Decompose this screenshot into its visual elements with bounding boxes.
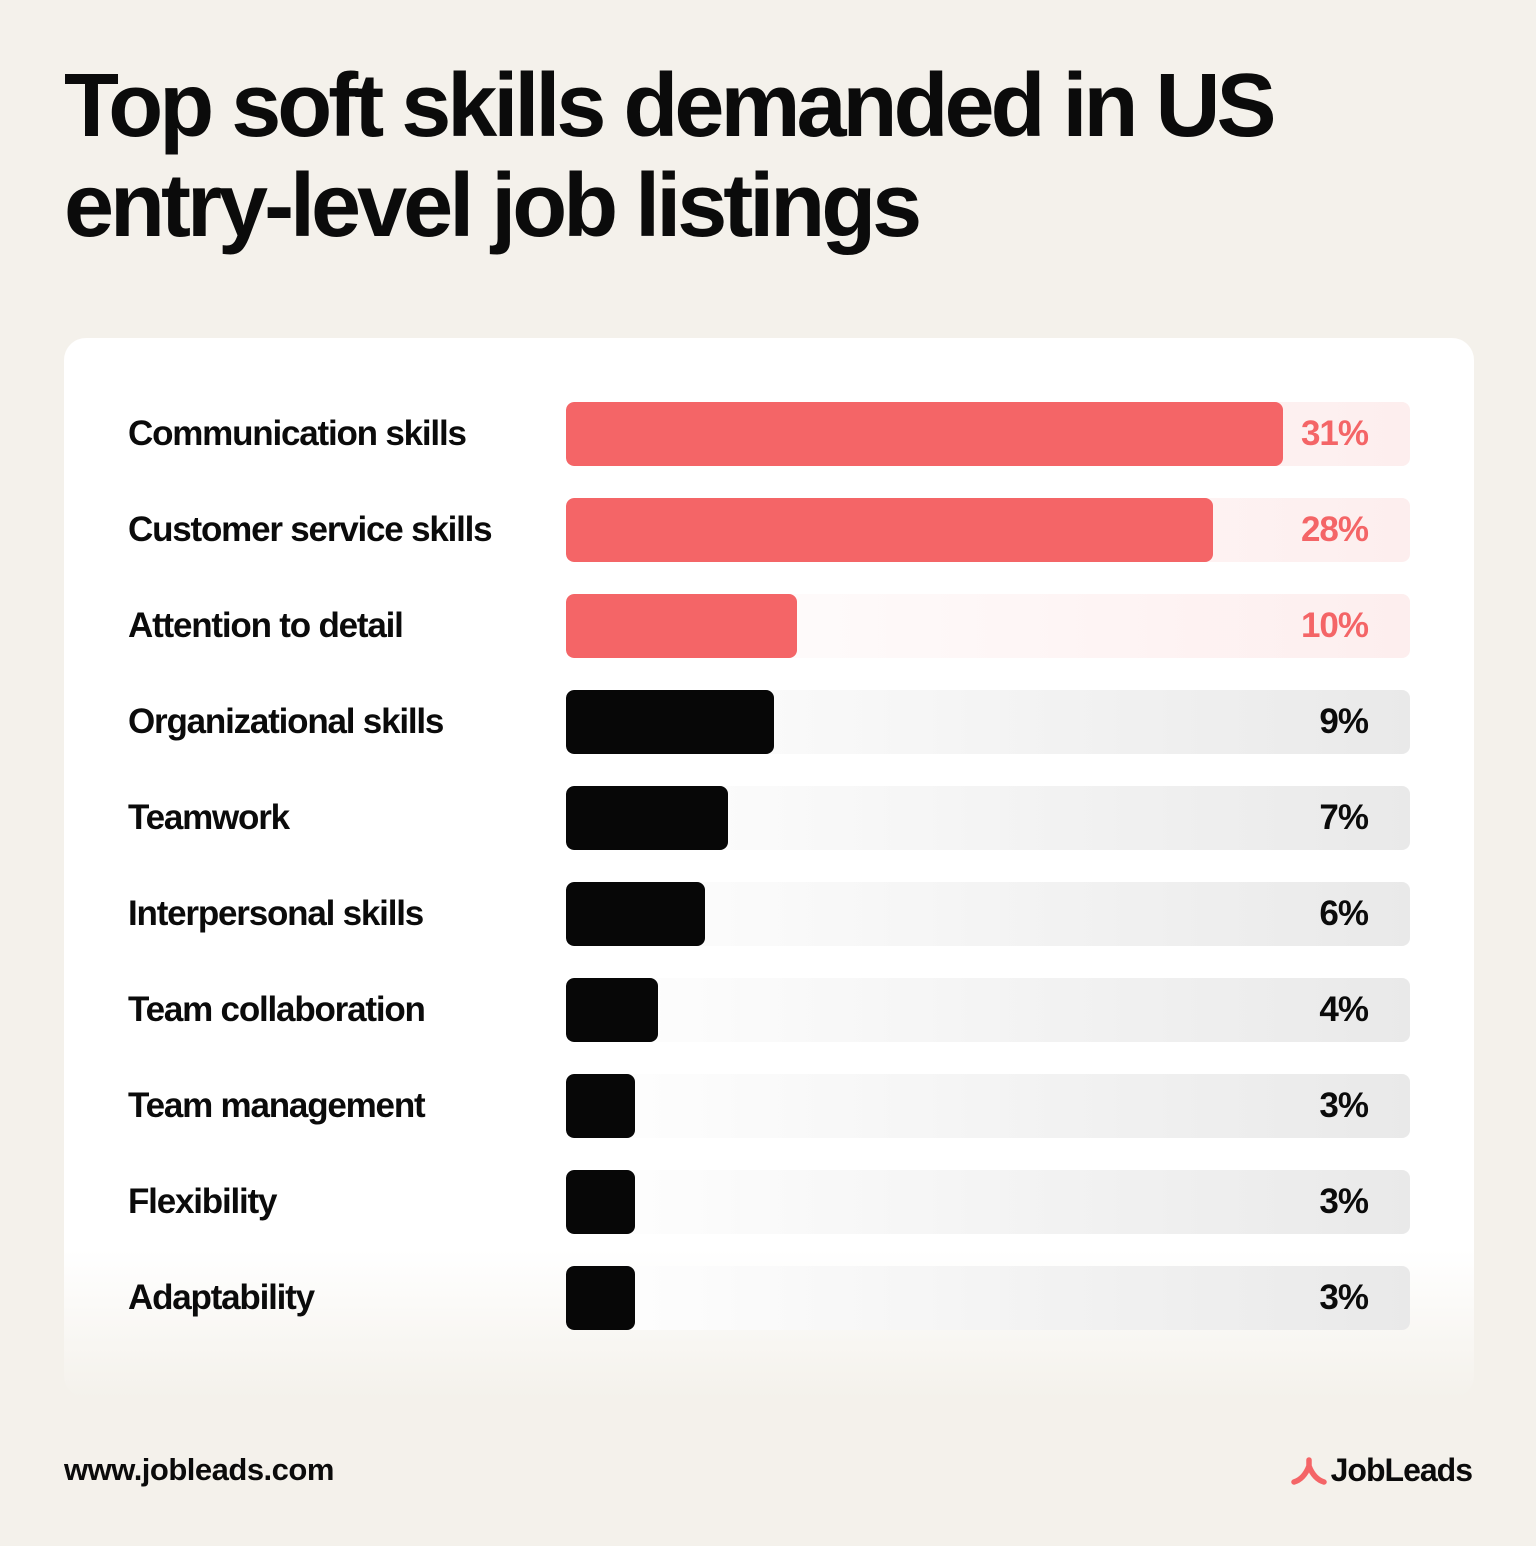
- bar-row-team-collaboration: Team collaboration 4%: [64, 978, 1474, 1042]
- bar-interpersonal-skills: [566, 882, 705, 946]
- bar-value-label-adaptability: 3%: [1319, 1278, 1369, 1317]
- bar-label-adaptability: Adaptability: [128, 1278, 315, 1317]
- bar-track-attention-to-detail: [566, 594, 1410, 658]
- chart-title-line-2: entry-level job listings: [64, 156, 922, 256]
- bar-row-adaptability: Adaptability 3%: [64, 1266, 1474, 1330]
- bar-organizational-skills: [566, 690, 774, 754]
- bar-communication-skills: [566, 402, 1283, 466]
- bar-customer-service-skills: [566, 498, 1213, 562]
- bar-row-communication-skills: Communication skills 31%: [64, 402, 1474, 466]
- bar-track-interpersonal-skills: [566, 882, 1410, 946]
- bar-row-organizational-skills: Organizational skills 9%: [64, 690, 1474, 754]
- bar-label-attention-to-detail: Attention to detail: [128, 606, 404, 645]
- bar-label-team-management: Team management: [128, 1086, 426, 1125]
- bar-value-label-teamwork: 7%: [1319, 798, 1369, 837]
- chart-title: Top soft skills demanded in US entry-lev…: [64, 56, 1364, 256]
- jobleads-logo: JobLeads: [1290, 1448, 1473, 1492]
- bar-row-teamwork: Teamwork 7%: [64, 786, 1474, 850]
- bar-track-teamwork: [566, 786, 1410, 850]
- bar-adaptability: [566, 1266, 635, 1330]
- website-url[interactable]: www.jobleads.com: [64, 1452, 334, 1487]
- bar-label-teamwork: Teamwork: [128, 798, 290, 837]
- bar-team-collaboration: [566, 978, 658, 1042]
- bar-track-team-management: [566, 1074, 1410, 1138]
- bar-label-customer-service-skills: Customer service skills: [128, 510, 493, 549]
- bar-value-label-customer-service-skills: 28%: [1300, 510, 1369, 549]
- bar-track-adaptability: [566, 1266, 1410, 1330]
- bar-label-communication-skills: Communication skills: [128, 414, 467, 453]
- bar-row-team-management: Team management 3%: [64, 1074, 1474, 1138]
- bar-team-management: [566, 1074, 635, 1138]
- bar-teamwork: [566, 786, 728, 850]
- bar-row-customer-service-skills: Customer service skills 28%: [64, 498, 1474, 562]
- bar-chart: Communication skills 31% Customer service …: [64, 338, 1474, 1398]
- bar-value-label-team-collaboration: 4%: [1319, 990, 1369, 1029]
- bar-value-label-organizational-skills: 9%: [1319, 702, 1369, 741]
- bar-row-flexibility: Flexibility 3%: [64, 1170, 1474, 1234]
- bar-label-interpersonal-skills: Interpersonal skills: [128, 894, 424, 933]
- bar-value-label-interpersonal-skills: 6%: [1319, 894, 1369, 933]
- bar-flexibility: [566, 1170, 635, 1234]
- bar-label-team-collaboration: Team collaboration: [128, 990, 426, 1029]
- jobleads-logo-icon: [1290, 1457, 1327, 1485]
- bar-value-label-communication-skills: 31%: [1300, 414, 1369, 453]
- bar-track-customer-service-skills: [566, 498, 1410, 562]
- bar-attention-to-detail: [566, 594, 797, 658]
- bar-label-organizational-skills: Organizational skills: [128, 702, 444, 741]
- bar-value-label-team-management: 3%: [1319, 1086, 1369, 1125]
- bar-row-attention-to-detail: Attention to detail 10%: [64, 594, 1474, 658]
- bar-value-label-flexibility: 3%: [1319, 1182, 1369, 1221]
- chart-card: Communication skills 31% Customer service …: [64, 338, 1474, 1398]
- bar-track-flexibility: [566, 1170, 1410, 1234]
- bar-value-label-attention-to-detail: 10%: [1300, 606, 1369, 645]
- bar-track-team-collaboration: [566, 978, 1410, 1042]
- bar-row-interpersonal-skills: Interpersonal skills 6%: [64, 882, 1474, 946]
- bar-track-communication-skills: [566, 402, 1410, 466]
- jobleads-logo-text: JobLeads: [1330, 1452, 1473, 1488]
- chart-title-line-1: Top soft skills demanded in US: [64, 56, 1277, 156]
- bar-label-flexibility: Flexibility: [128, 1182, 277, 1221]
- bar-track-organizational-skills: [566, 690, 1410, 754]
